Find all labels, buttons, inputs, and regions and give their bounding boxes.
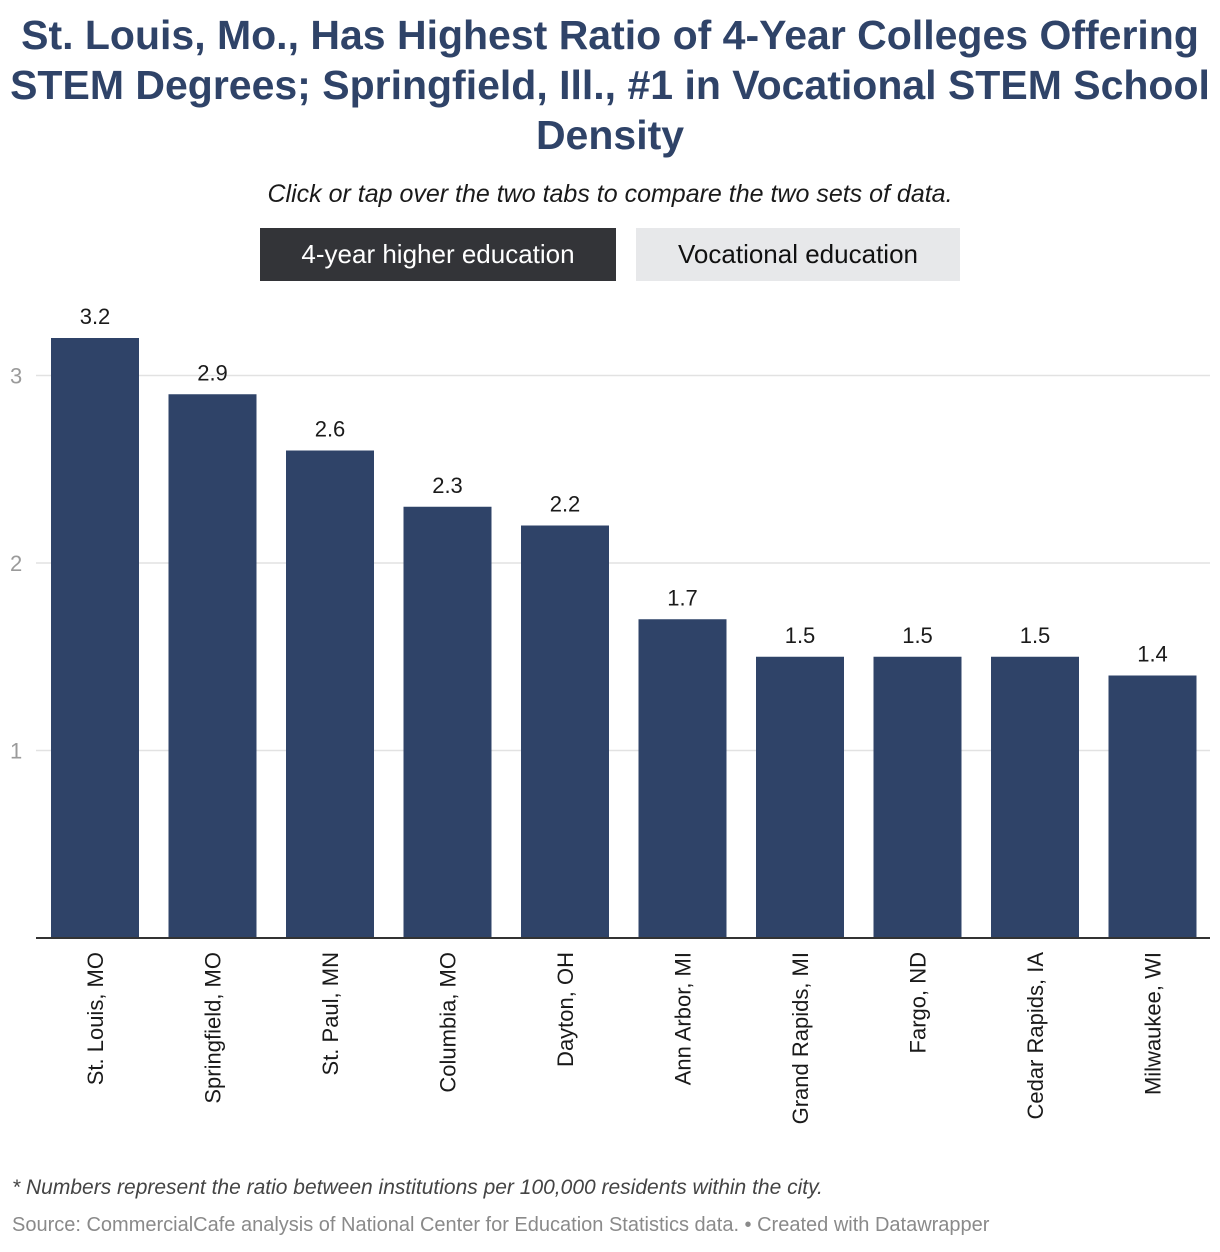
bar[interactable] [51,338,139,938]
y-tick-label: 3 [10,364,22,389]
bar-value-label: 1.4 [1137,642,1168,667]
x-category-label: Ann Arbor, MI [671,952,696,1085]
bar-value-label: 1.7 [667,585,698,610]
bar[interactable] [168,394,257,938]
bar-value-label: 2.9 [197,360,228,385]
bar-value-label: 1.5 [902,623,933,648]
y-tick-label: 2 [10,551,22,576]
bar-value-label: 2.6 [315,417,346,442]
y-tick-label: 1 [10,739,22,764]
tab-4-year-higher-education[interactable]: 4-year higher education [260,228,616,281]
bar[interactable] [638,619,727,938]
x-category-label: Springfield, MO [201,952,226,1104]
bar[interactable] [1108,675,1197,939]
bar[interactable] [991,656,1079,938]
bar-value-label: 2.2 [550,492,581,517]
x-category-label: St. Louis, MO [83,952,108,1085]
chart-title: St. Louis, Mo., Has Highest Ratio of 4-Y… [10,12,1210,158]
x-category-label: Grand Rapids, MI [788,952,813,1124]
bar-value-label: 2.3 [432,473,463,498]
bar-value-label: 1.5 [785,623,816,648]
source-credit: Source: CommercialCafe analysis of Natio… [12,1214,990,1236]
bar[interactable] [286,450,374,939]
bar-value-label: 1.5 [1020,623,1051,648]
bar-chart: 1 2 3 3.2 St. Louis, MO 2.9 Springfield, MO 2.6… [10,304,1210,1124]
x-category-label: Cedar Rapids, IA [1023,952,1048,1120]
x-category-label: St. Paul, MN [318,952,343,1075]
bar[interactable] [873,656,962,938]
bar-value-label: 3.2 [80,304,111,329]
x-category-label: Milwaukee, WI [1141,952,1166,1095]
tab-vocational-education[interactable]: Vocational education [636,228,960,281]
chart-subtitle: Click or tap over the two tabs to compar… [267,180,953,208]
bar[interactable] [756,656,844,938]
bar[interactable] [521,525,609,939]
x-category-label: Columbia, MO [436,952,461,1093]
x-category-label: Fargo, ND [906,952,931,1053]
x-category-label: Dayton, OH [553,952,578,1067]
bar[interactable] [403,506,492,938]
footnote: * Numbers represent the ratio between in… [12,1176,823,1199]
